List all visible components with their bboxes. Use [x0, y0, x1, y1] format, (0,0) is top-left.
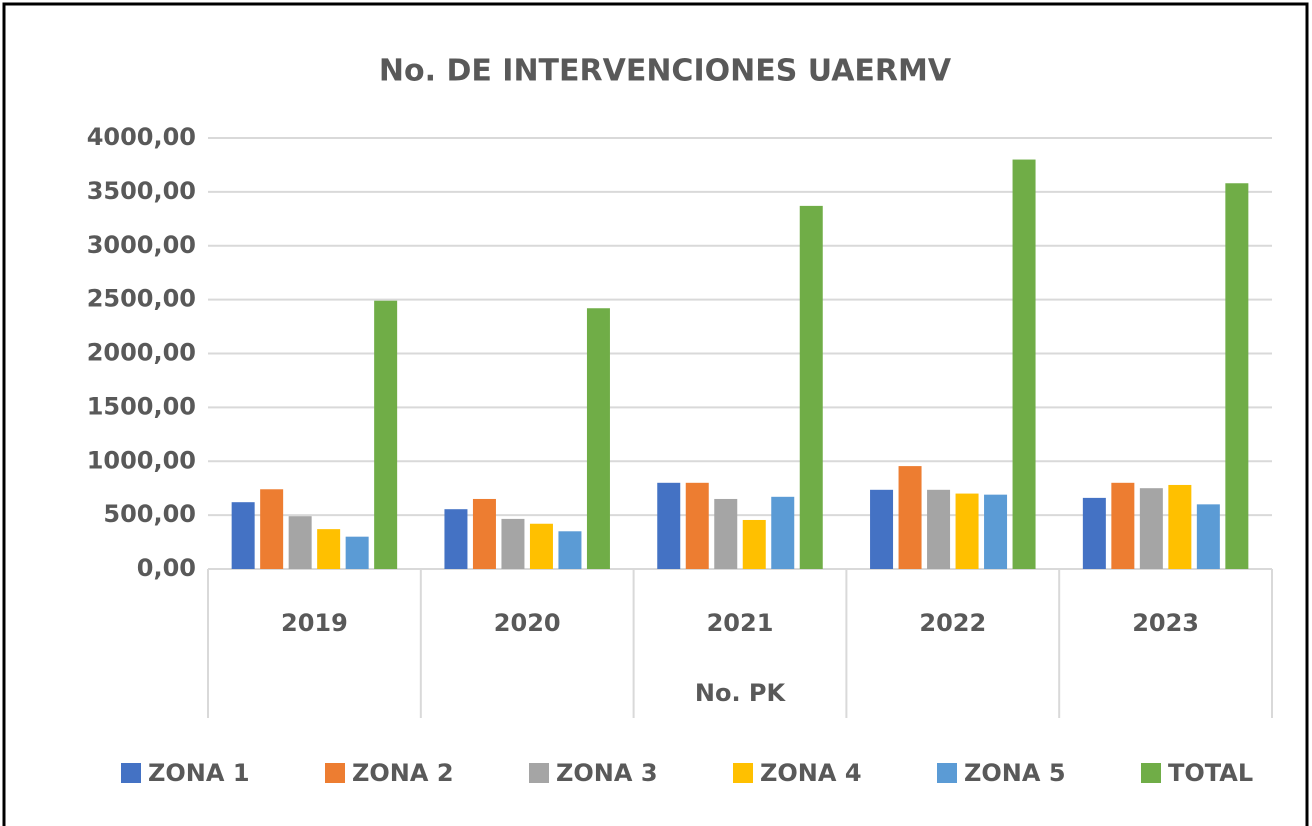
y-tick-label: 4000,00 — [87, 123, 196, 151]
legend-label: ZONA 3 — [556, 759, 658, 787]
bar — [714, 498, 738, 569]
bar — [374, 300, 398, 569]
x-axis-title: No. PK — [695, 679, 787, 707]
legend-swatch — [325, 763, 345, 783]
bar — [501, 518, 525, 569]
legend-label: TOTAL — [1168, 759, 1253, 787]
y-tick-label: 1500,00 — [87, 392, 196, 420]
bar — [260, 489, 284, 569]
bar — [231, 502, 255, 569]
chart-title: No. DE INTERVENCIONES UAERMV — [379, 54, 952, 89]
y-tick-label: 0,00 — [137, 554, 196, 582]
y-tick-label: 2000,00 — [87, 339, 196, 367]
y-tick-label: 2500,00 — [87, 285, 196, 313]
bar — [558, 531, 582, 569]
x-tick-label: 2020 — [494, 609, 561, 637]
y-tick-label: 500,00 — [103, 500, 196, 528]
bar — [657, 482, 681, 569]
x-tick-label: 2019 — [281, 609, 348, 637]
legend-label: ZONA 1 — [148, 759, 250, 787]
y-tick-label: 3500,00 — [87, 177, 196, 205]
bar — [870, 489, 894, 569]
bar — [771, 496, 795, 569]
legend-swatch — [1141, 763, 1161, 783]
bar — [955, 493, 979, 569]
bar — [799, 205, 823, 569]
bar — [1196, 504, 1220, 569]
bar — [586, 308, 610, 569]
legend-swatch — [733, 763, 753, 783]
bar — [317, 529, 341, 569]
bar — [1225, 183, 1249, 569]
bar — [742, 519, 766, 569]
legend-label: ZONA 4 — [760, 759, 862, 787]
x-tick-label: 2022 — [919, 609, 986, 637]
bar — [529, 523, 553, 569]
bar — [444, 509, 468, 569]
legend-swatch — [529, 763, 549, 783]
x-tick-label: 2021 — [707, 609, 774, 637]
bar — [927, 489, 951, 569]
bar — [984, 494, 1008, 569]
bar — [288, 516, 312, 569]
bar — [1082, 497, 1106, 569]
legend-label: ZONA 2 — [352, 759, 454, 787]
legend-swatch — [121, 763, 141, 783]
bar — [345, 536, 369, 569]
y-tick-label: 3000,00 — [87, 231, 196, 259]
bar — [472, 498, 496, 569]
bar — [1168, 484, 1192, 569]
bar — [1139, 488, 1163, 569]
bar — [1111, 482, 1135, 569]
bar — [1012, 159, 1036, 570]
legend-label: ZONA 5 — [964, 759, 1066, 787]
y-tick-label: 1000,00 — [87, 446, 196, 474]
bar — [898, 466, 922, 569]
legend-swatch — [937, 763, 957, 783]
bar — [685, 482, 709, 569]
x-tick-label: 2023 — [1132, 609, 1199, 637]
